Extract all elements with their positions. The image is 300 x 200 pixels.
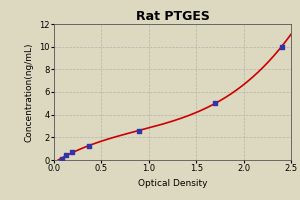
Point bbox=[213, 102, 218, 105]
X-axis label: Optical Density: Optical Density bbox=[138, 179, 207, 188]
Y-axis label: Concentration(ng/mL): Concentration(ng/mL) bbox=[25, 42, 34, 142]
Point bbox=[137, 129, 142, 132]
Point bbox=[279, 45, 284, 48]
Point bbox=[59, 157, 64, 161]
Title: Rat PTGES: Rat PTGES bbox=[136, 10, 209, 23]
Point bbox=[70, 150, 74, 154]
Point bbox=[87, 144, 92, 147]
Point bbox=[64, 153, 69, 156]
